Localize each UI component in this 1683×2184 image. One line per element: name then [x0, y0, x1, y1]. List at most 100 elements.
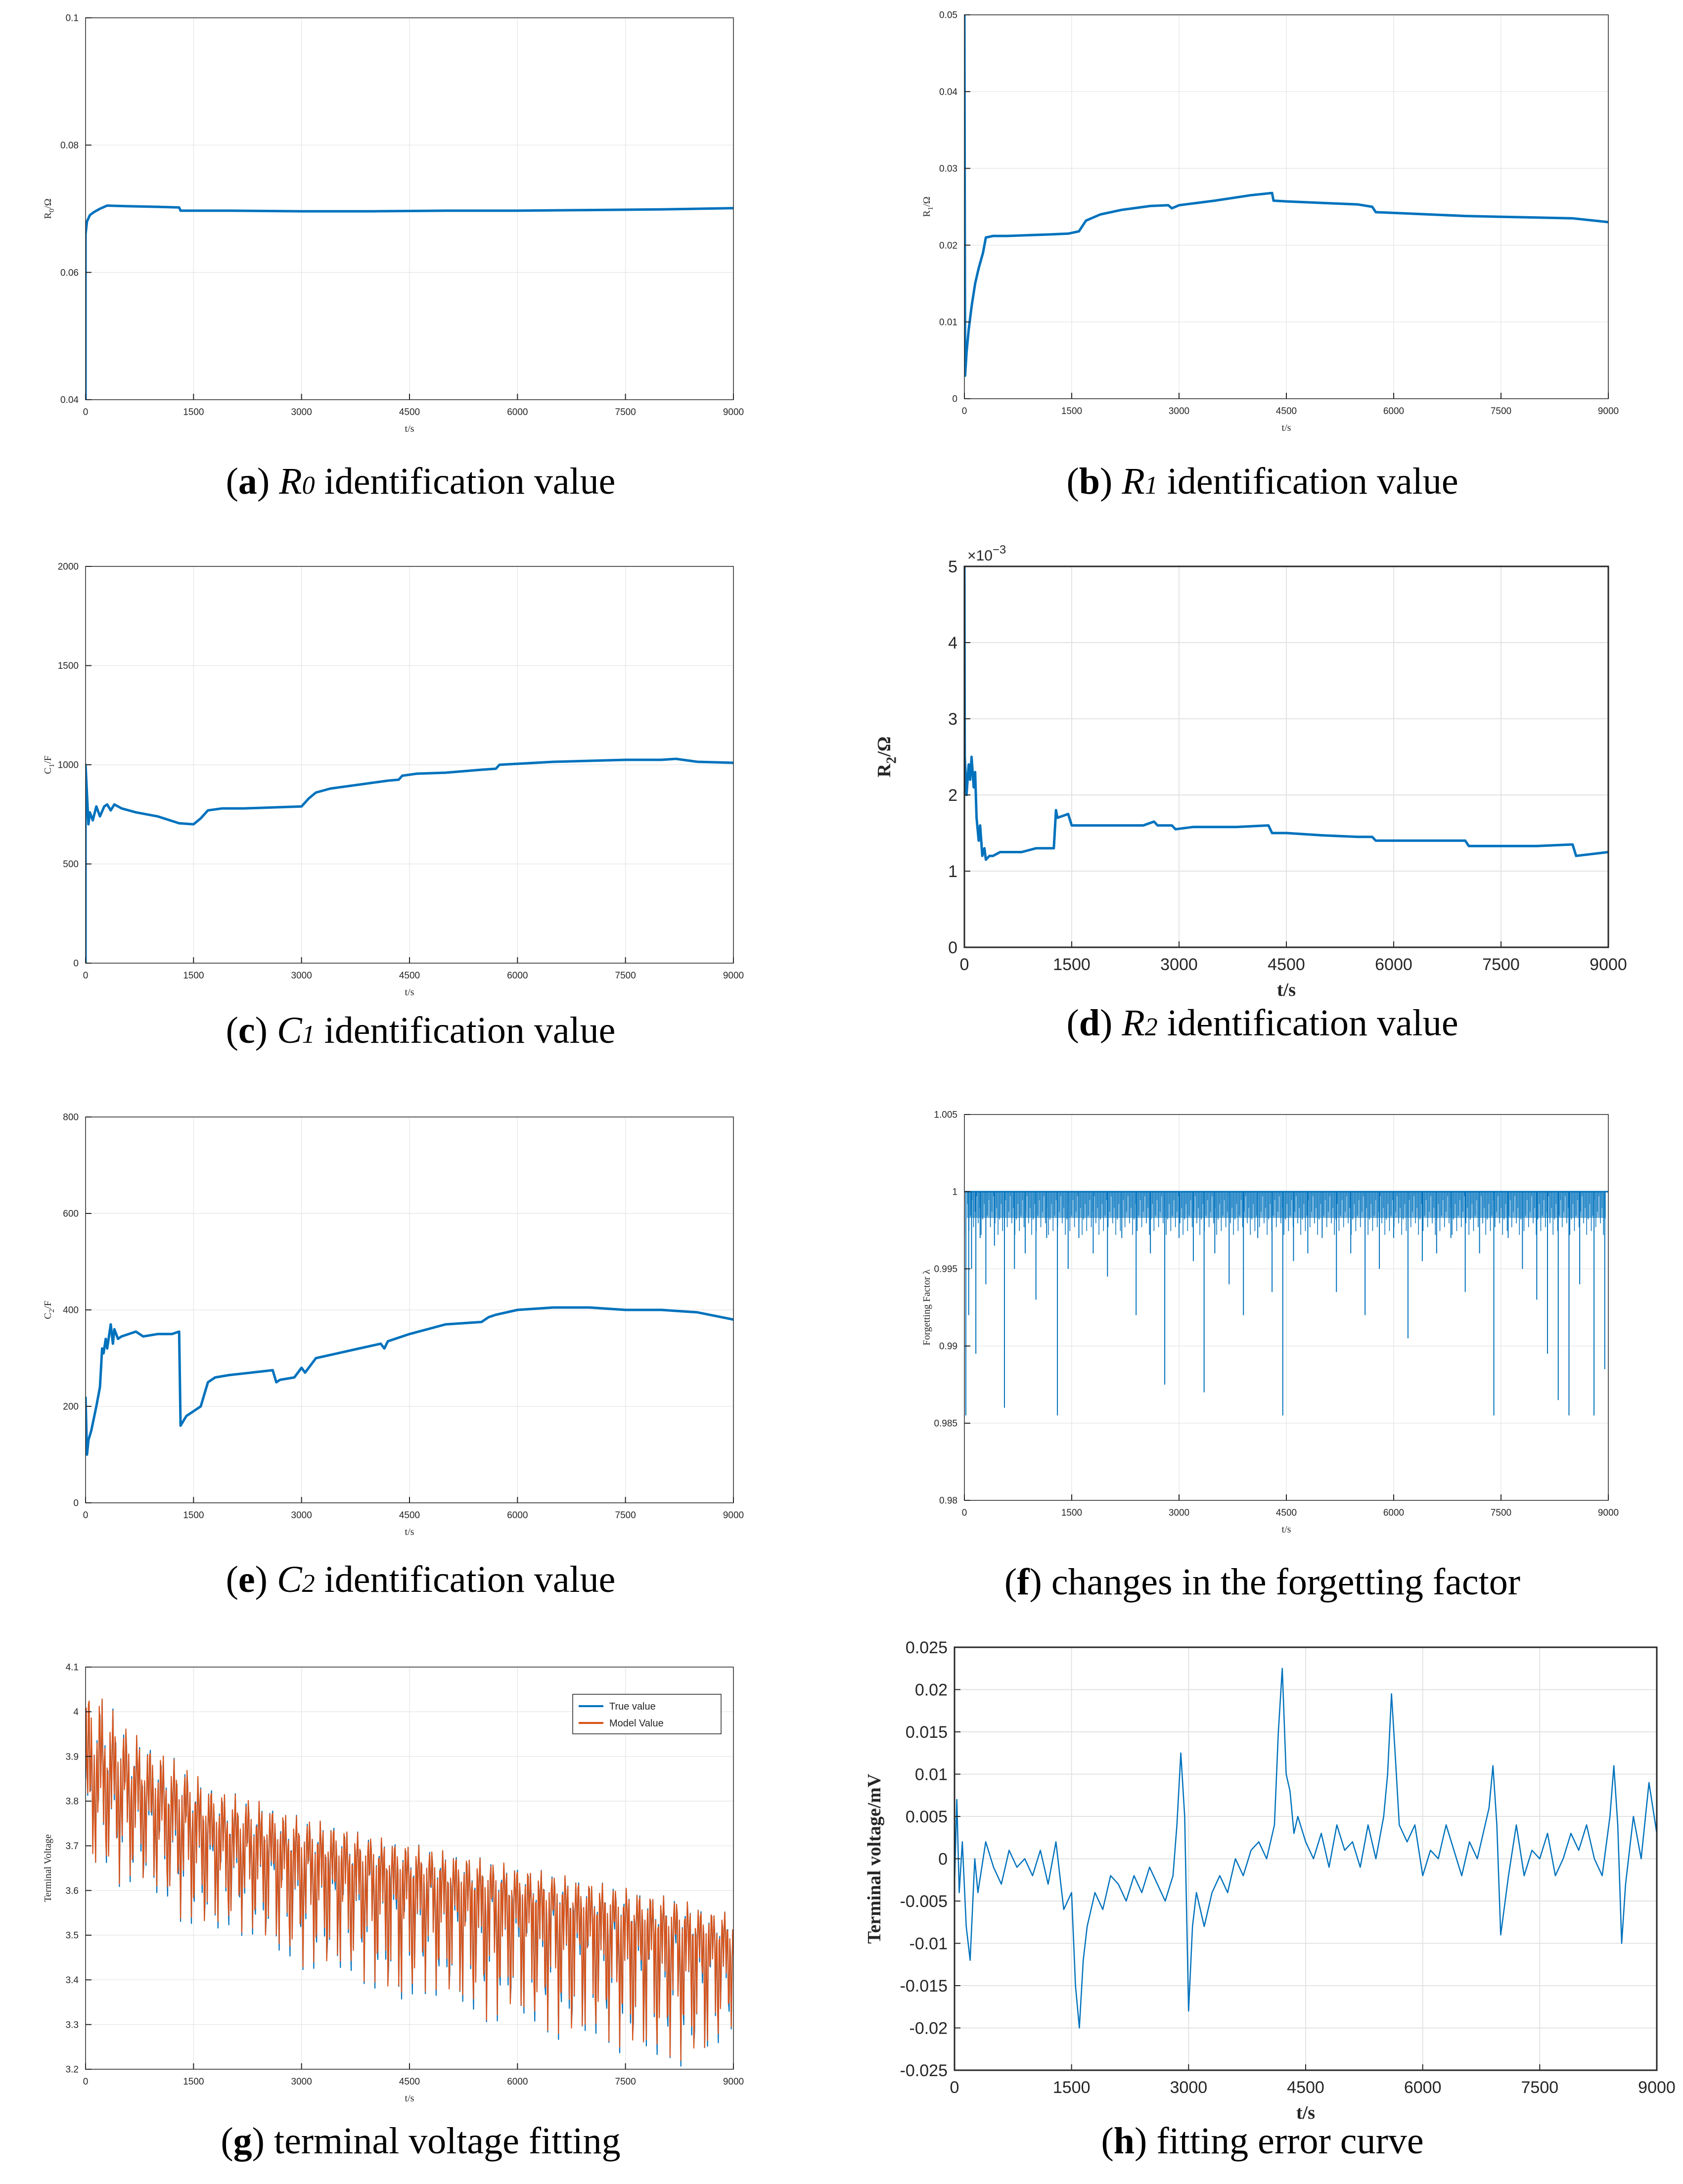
- y-tick-label: 0.01: [915, 1765, 948, 1784]
- x-tick-label: 3000: [291, 1510, 312, 1521]
- axes-box: [963, 565, 1609, 948]
- caption-symbol: C: [276, 1559, 302, 1600]
- x-tick-label: 0: [83, 2077, 89, 2087]
- axis-multiplier: ×10−3: [967, 543, 1006, 564]
- x-tick-label: 3000: [291, 2077, 312, 2087]
- x-tick-label: 7500: [615, 1510, 636, 1521]
- series-group: [964, 15, 1608, 377]
- y-axis-label: R0/Ω: [43, 198, 56, 219]
- y-tick-label: 3.7: [66, 1841, 79, 1852]
- y-tick-label: 4.1: [66, 1663, 79, 1673]
- y-tick-label: -0.015: [900, 1977, 948, 1996]
- x-tick-label: 0: [962, 1508, 967, 1518]
- x-tick-label: 0: [962, 406, 967, 417]
- y-tick-label: 1000: [58, 760, 79, 771]
- y-tick-label: 3.5: [66, 1931, 79, 1941]
- caption-letter: a: [238, 461, 257, 502]
- x-tick-label: 9000: [723, 407, 744, 418]
- caption-letter: d: [1079, 1002, 1100, 1044]
- caption-letter: c: [238, 1010, 255, 1051]
- x-tick-label: 9000: [723, 1510, 744, 1521]
- y-tick-label: -0.02: [910, 2019, 948, 2038]
- plot-area: [964, 1115, 1608, 1500]
- caption-text: identification value: [315, 1010, 616, 1051]
- y-tick-label: 400: [63, 1305, 79, 1316]
- y-axis-label: Forgetting Factor λ: [921, 1269, 932, 1346]
- legend-label: Model Value: [609, 1718, 664, 1729]
- series-line-R2: [964, 566, 1608, 861]
- caption-symbol: R: [1122, 1002, 1145, 1044]
- x-tick-label: 1500: [183, 971, 204, 981]
- series-group: [86, 1698, 733, 2067]
- x-tick-label: 7500: [1482, 955, 1520, 974]
- x-tick-label: 6000: [507, 2077, 528, 2087]
- caption-c: (c) C1 identification value: [226, 1010, 616, 1051]
- caption-text: terminal voltage fitting: [264, 2120, 621, 2162]
- y-tick-label: 0.985: [934, 1419, 957, 1429]
- caption-text: fitting error curve: [1147, 2120, 1424, 2162]
- y-tick-label: 0: [952, 394, 957, 405]
- y-axis-label: R2/Ω: [874, 737, 899, 778]
- caption-symbol: R: [1122, 461, 1145, 502]
- caption-text: identification value: [315, 1559, 616, 1600]
- y-tick-label: 3.4: [66, 1975, 79, 1986]
- series-line-error: [955, 1668, 1657, 2029]
- plot-area: [86, 1117, 733, 1503]
- y-tick-label: 0.02: [915, 1680, 948, 1699]
- series-line-true-value: [86, 1699, 733, 2067]
- x-axis-label: t/s: [405, 2093, 414, 2104]
- x-tick-label: 4500: [399, 971, 420, 981]
- y-tick-label: 3.9: [66, 1752, 79, 1762]
- series-group: [86, 1306, 733, 1456]
- caption-f: (f) changes in the forgetting factor: [1004, 1561, 1521, 1603]
- caption-symbol: R: [279, 461, 302, 502]
- y-tick-label: 200: [63, 1402, 79, 1412]
- caption-text: identification value: [315, 461, 616, 502]
- series-line-model-value: [86, 1698, 733, 2061]
- series-group: [964, 1191, 1608, 1416]
- y-tick-label: 4: [73, 1707, 79, 1718]
- y-tick-label: 0.015: [906, 1723, 948, 1742]
- y-tick-label: 0: [938, 1850, 948, 1868]
- y-tick-label: 500: [63, 859, 79, 870]
- x-tick-label: 9000: [1598, 406, 1619, 417]
- x-tick-label: 3000: [1160, 955, 1198, 974]
- y-tick-label: 0.08: [60, 140, 79, 151]
- x-tick-label: 6000: [507, 971, 528, 981]
- caption-d: (d) R2 identification value: [1066, 1002, 1458, 1044]
- plot-area: [86, 566, 733, 963]
- x-tick-label: 0: [83, 407, 89, 418]
- y-tick-label: 0.06: [60, 268, 79, 278]
- plot-area: [86, 18, 733, 400]
- legend-label: True value: [609, 1701, 656, 1712]
- caption-letter: f: [1017, 1561, 1030, 1603]
- series-group: [86, 204, 733, 400]
- y-tick-label: 3.8: [66, 1797, 79, 1807]
- caption-h: (h) fitting error curve: [1101, 2120, 1424, 2162]
- series-line-C2: [86, 1306, 733, 1456]
- caption-letter: b: [1079, 461, 1100, 502]
- series-group: [955, 1668, 1657, 2029]
- caption-text: changes in the forgetting factor: [1042, 1561, 1521, 1603]
- y-tick-label: 0: [73, 959, 79, 969]
- y-tick-label: 4: [948, 634, 957, 652]
- x-tick-label: 0: [83, 1510, 89, 1521]
- y-tick-label: 600: [63, 1209, 79, 1219]
- axes-box: [85, 1667, 734, 2070]
- caption-text: identification value: [1157, 461, 1458, 502]
- y-tick-label: 1: [952, 1187, 957, 1198]
- y-tick-label: 3.2: [66, 2065, 79, 2075]
- axes-box: [954, 1646, 1658, 2071]
- x-tick-label: 4500: [399, 1510, 420, 1521]
- x-tick-label: 0: [960, 955, 969, 974]
- y-tick-label: 0.05: [939, 10, 957, 21]
